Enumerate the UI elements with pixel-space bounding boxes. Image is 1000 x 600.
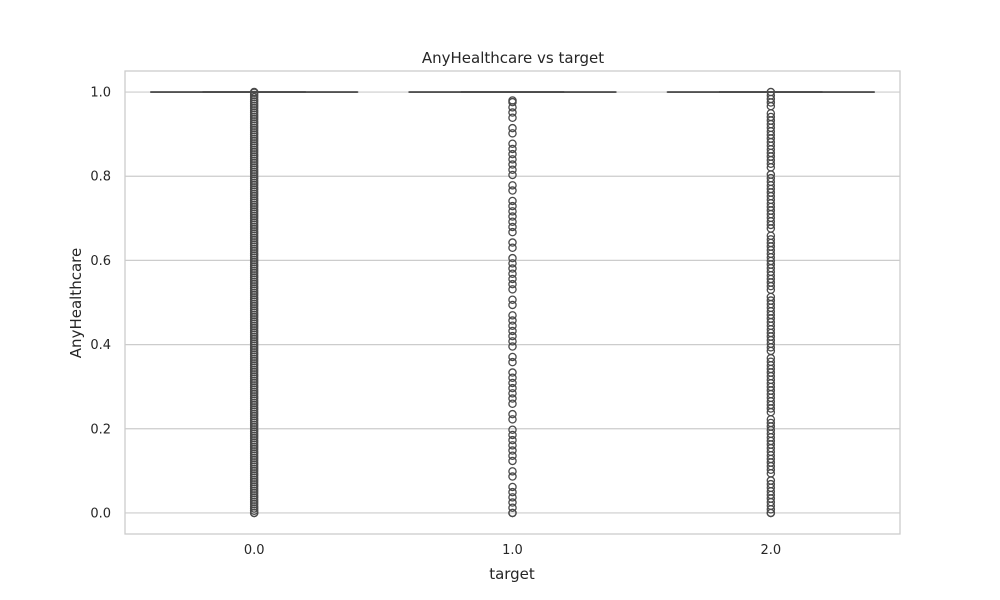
y-tick-label: 0.8 bbox=[90, 170, 111, 185]
outlier-point bbox=[508, 238, 517, 247]
y-tick-label: 0.0 bbox=[90, 506, 111, 521]
outlier-point bbox=[508, 326, 517, 336]
chart-title: AnyHealthcare vs target bbox=[422, 49, 604, 67]
outlier-point bbox=[508, 253, 517, 263]
tick-labels: 0.0 0.2 0.4 0.6 0.8 1.0 0.0 1.0 2.0 bbox=[90, 86, 781, 558]
outlier-point bbox=[508, 508, 517, 518]
outlier-point bbox=[508, 435, 517, 445]
outlier-point bbox=[508, 274, 517, 284]
outlier-point bbox=[508, 321, 517, 331]
outlier-point bbox=[508, 446, 517, 455]
outlier-point bbox=[766, 173, 776, 183]
outlier-point bbox=[508, 316, 517, 325]
outlier-point bbox=[508, 149, 517, 159]
outlier-point bbox=[508, 456, 517, 466]
outlier-point bbox=[508, 165, 517, 175]
outlier-point bbox=[508, 482, 517, 492]
box-marks bbox=[150, 87, 875, 518]
outlier-point bbox=[508, 139, 517, 149]
outlier-point bbox=[508, 279, 517, 289]
outlier-point bbox=[508, 378, 517, 388]
outlier-point bbox=[508, 383, 517, 393]
outlier-point bbox=[508, 425, 517, 435]
outlier-point bbox=[508, 451, 517, 461]
outlier-point bbox=[508, 181, 517, 190]
outlier-point bbox=[508, 123, 517, 133]
outlier-point bbox=[766, 508, 776, 518]
outlier-point bbox=[508, 352, 517, 362]
outlier-point bbox=[508, 186, 517, 195]
outlier-point bbox=[508, 467, 517, 476]
outlier-point bbox=[508, 227, 517, 237]
outlier-point bbox=[508, 285, 517, 294]
x-tick-label: 0.0 bbox=[244, 543, 265, 558]
outlier-point bbox=[766, 418, 776, 428]
outlier-point bbox=[766, 357, 776, 367]
outlier-point bbox=[508, 300, 517, 310]
outlier-point bbox=[508, 129, 517, 138]
outlier-point bbox=[508, 217, 517, 227]
outlier-point bbox=[508, 373, 517, 383]
box-group bbox=[666, 87, 875, 518]
outlier-point bbox=[508, 196, 517, 206]
outlier-point bbox=[508, 368, 517, 377]
outlier-point bbox=[508, 415, 517, 424]
outlier-point bbox=[508, 394, 517, 403]
outlier-point bbox=[249, 508, 259, 518]
box-group bbox=[150, 87, 359, 518]
x-tick-label: 2.0 bbox=[760, 543, 781, 558]
outlier-point bbox=[766, 112, 776, 122]
y-axis-label: AnyHealthcare bbox=[67, 248, 85, 358]
outlier-point bbox=[508, 342, 517, 351]
outlier-point bbox=[508, 399, 517, 409]
outlier-point bbox=[508, 207, 517, 216]
y-tick-label: 0.2 bbox=[90, 422, 111, 437]
outlier-point bbox=[508, 160, 517, 169]
outlier-point bbox=[508, 331, 517, 341]
outlier-point bbox=[508, 222, 517, 232]
outlier-point bbox=[766, 296, 776, 305]
outlier-point bbox=[508, 201, 517, 211]
box-group bbox=[408, 91, 617, 518]
y-tick-label: 0.6 bbox=[90, 254, 111, 269]
outlier-point bbox=[508, 259, 517, 268]
outlier-point bbox=[508, 295, 517, 305]
outlier-point bbox=[508, 389, 517, 398]
outlier-point bbox=[508, 472, 517, 481]
outlier-point bbox=[508, 96, 517, 105]
outlier-point bbox=[508, 212, 517, 221]
plot-frame bbox=[124, 70, 901, 535]
outlier-point bbox=[508, 311, 517, 320]
outlier-point bbox=[508, 108, 517, 117]
outlier-point bbox=[766, 479, 776, 489]
y-tick-label: 1.0 bbox=[90, 86, 111, 101]
outlier-point bbox=[508, 170, 517, 180]
outlier-point bbox=[508, 487, 517, 497]
outlier-point bbox=[508, 503, 517, 513]
outlier-point bbox=[508, 498, 517, 507]
outlier-point bbox=[508, 264, 517, 273]
outlier-point bbox=[508, 155, 517, 164]
outlier-point bbox=[508, 144, 517, 154]
outlier-point bbox=[508, 357, 517, 367]
y-tick-label: 0.4 bbox=[90, 338, 111, 353]
outlier-point bbox=[508, 113, 517, 123]
outlier-point bbox=[508, 337, 517, 346]
outlier-point bbox=[508, 430, 517, 440]
outlier-point bbox=[766, 235, 776, 244]
x-axis-label: target bbox=[489, 565, 535, 583]
outlier-point bbox=[508, 409, 517, 419]
outlier-point bbox=[508, 441, 517, 450]
outlier-point bbox=[508, 269, 517, 279]
outlier-point bbox=[508, 243, 517, 253]
x-tick-label: 1.0 bbox=[502, 543, 523, 558]
outlier-point bbox=[508, 493, 517, 502]
